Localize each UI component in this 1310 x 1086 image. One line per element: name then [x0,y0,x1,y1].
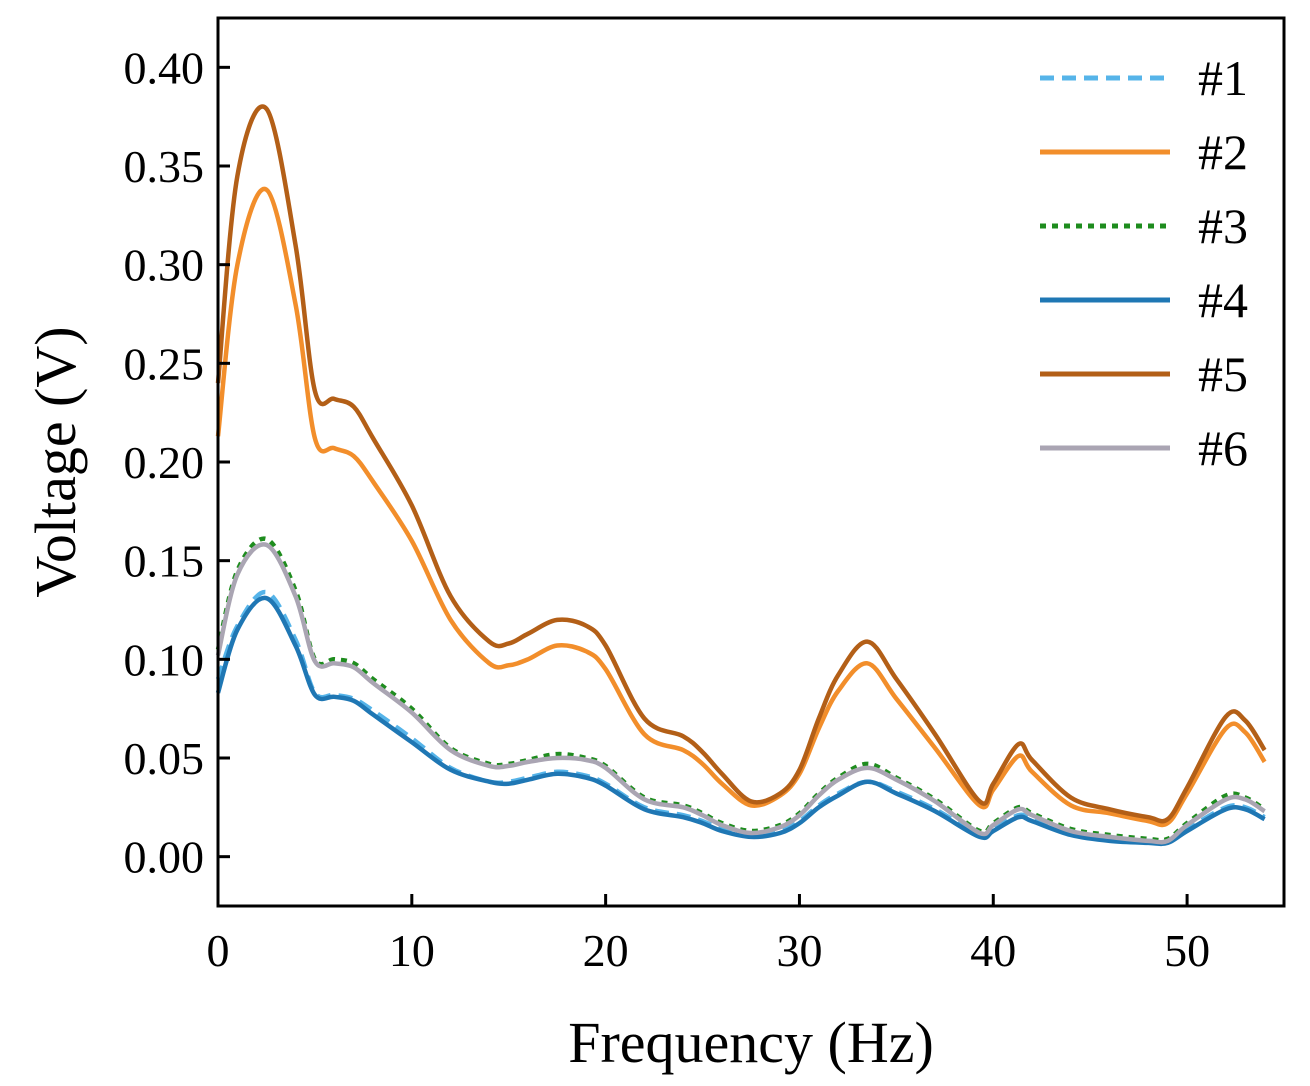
x-tick-label: 30 [776,925,822,976]
y-tick-label: 0.15 [124,536,205,587]
legend-label-2: #2 [1198,124,1248,180]
x-tick-label: 0 [207,925,230,976]
legend: #1 #2 #3 #4 #5 #6 [1040,50,1248,476]
series-line-6 [215,542,1266,845]
y-tick-label: 0.10 [124,634,205,685]
x-axis-title: Frequency (Hz) [568,1010,934,1075]
y-tick-label: 0.30 [124,240,205,291]
y-tick-label: 0.35 [124,141,205,192]
legend-label-1: #1 [1198,50,1248,106]
legend-label-4: #4 [1198,272,1248,328]
series-layer [215,104,1267,847]
y-tick-label: 0.25 [124,338,205,389]
x-tick-label: 10 [389,925,435,976]
x-tick-label: 50 [1164,925,1210,976]
y-tick-label: 0.40 [124,42,205,93]
y-tick-label: 0.20 [124,437,205,488]
legend-label-6: #6 [1198,420,1248,476]
x-tick-label: 20 [583,925,629,976]
legend-label-3: #3 [1198,198,1248,254]
series-line-4 [215,595,1266,847]
series-line-5 [215,104,1267,824]
series-line-2 [215,186,1267,828]
y-tick-label: 0.05 [124,733,205,784]
x-tick-label: 40 [970,925,1016,976]
legend-label-5: #5 [1198,346,1248,402]
y-axis-title: Voltage (V) [23,326,88,597]
y-tick-label: 0.00 [124,832,205,883]
ticks-layer: 0 10 20 30 40 50 0.00 0.05 0.10 0.15 0.20 0.25 0.30 0… [124,42,1211,976]
